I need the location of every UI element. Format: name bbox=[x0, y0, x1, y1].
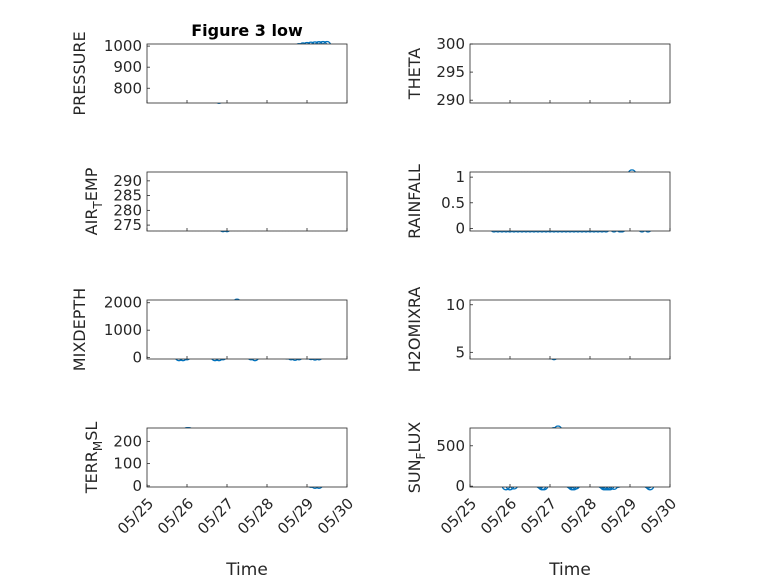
axes-frame bbox=[469, 171, 671, 232]
y-tick-label: 100 bbox=[113, 455, 142, 473]
axes-frame bbox=[469, 299, 671, 360]
y-tick-label: 0 bbox=[132, 477, 142, 495]
axes-frame bbox=[469, 427, 671, 488]
y-tick-label: 300 bbox=[436, 35, 465, 53]
y-tick-label: 800 bbox=[113, 79, 142, 97]
y-tick-label: 900 bbox=[113, 58, 142, 76]
y-axis-label: PRESSURE bbox=[70, 31, 89, 115]
y-tick-label: 285 bbox=[113, 187, 142, 205]
axes-frame bbox=[146, 299, 348, 360]
y-tick-label: 290 bbox=[113, 172, 142, 190]
y-tick-label: 0 bbox=[455, 477, 465, 495]
axes-frame bbox=[146, 43, 348, 104]
y-axis-label: THETA bbox=[405, 48, 424, 100]
x-axis-label: Time bbox=[225, 560, 268, 580]
y-tick-label: 0 bbox=[455, 219, 465, 237]
y-axis-label: TERRMSL bbox=[82, 422, 105, 495]
y-axis-label: MIXDEPTH bbox=[70, 288, 89, 371]
y-axis-label: H2OMIXRA bbox=[405, 287, 424, 373]
y-tick-label: 0 bbox=[132, 349, 142, 367]
chart-title: Figure 3 low bbox=[191, 21, 303, 40]
y-axis-label: SUNFLUX bbox=[405, 422, 428, 494]
subplot-5: 0 1000 2000 MIXDEPTH bbox=[70, 288, 348, 371]
y-axis-label: RAINFALL bbox=[405, 164, 424, 239]
y-tick-label: 0.5 bbox=[441, 194, 465, 212]
y-tick-label: 2000 bbox=[104, 294, 142, 312]
y-tick-label: 1000 bbox=[104, 37, 142, 55]
y-axis-label: AIRTEMP bbox=[82, 167, 105, 235]
x-axis-label: Time bbox=[548, 560, 591, 580]
y-tick-label: 10 bbox=[446, 296, 465, 314]
axes-frame bbox=[146, 427, 348, 488]
axes-frame bbox=[469, 43, 671, 104]
y-tick-label: 275 bbox=[113, 216, 142, 234]
subplot-4: 0 0.5 1 RAINFALL bbox=[405, 164, 671, 239]
y-tick-label: 295 bbox=[436, 63, 465, 81]
subplot-6: 5 10 H2OMIXRA bbox=[405, 287, 671, 373]
y-tick-label: 1000 bbox=[104, 321, 142, 339]
y-tick-label: 5 bbox=[455, 343, 465, 361]
y-tick-label: 280 bbox=[113, 201, 142, 219]
subplot-2: 290 295 300 THETA bbox=[405, 35, 671, 109]
y-tick-label: 1 bbox=[455, 168, 465, 186]
subplot-1: 800 900 1000 PRESSURE Figure 3 low bbox=[70, 21, 348, 116]
y-tick-label: 200 bbox=[113, 432, 142, 450]
y-tick-label: 290 bbox=[436, 91, 465, 109]
y-tick-label: 500 bbox=[436, 437, 465, 455]
axes-frame bbox=[146, 171, 348, 232]
